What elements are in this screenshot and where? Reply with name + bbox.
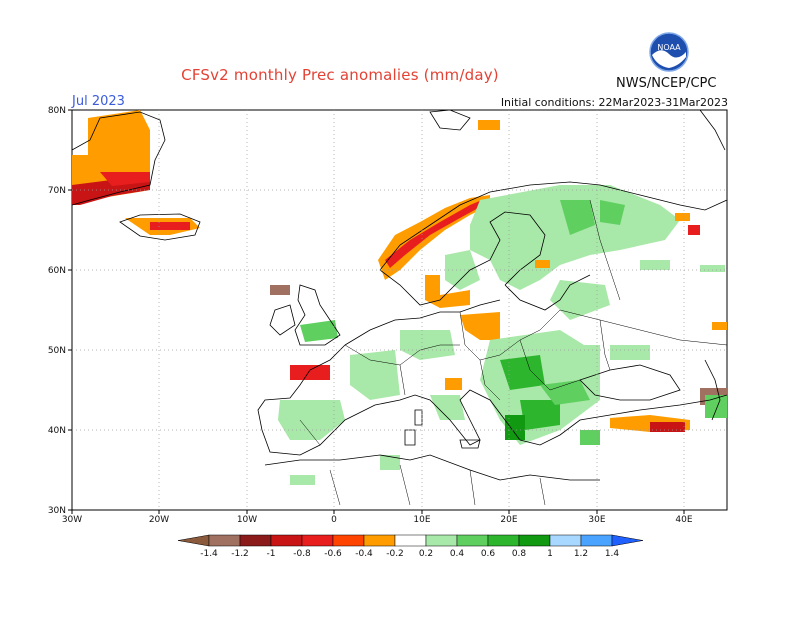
forecast-month: Jul 2023	[72, 94, 125, 109]
logo-text: NOAA	[657, 43, 681, 52]
organization-label: NWS/NCEP/CPC	[616, 76, 717, 91]
lat-label: 40N	[48, 426, 66, 436]
lon-label: 40E	[675, 515, 692, 525]
lat-label: 70N	[48, 186, 66, 196]
colorbar-arrow-high	[611, 534, 644, 547]
lat-label: 30N	[48, 506, 66, 516]
coastlines	[71, 109, 728, 481]
colorbar-label: -1.4	[200, 549, 218, 559]
anomaly-patches	[72, 110, 727, 485]
colorbar-label: 0.4	[450, 549, 465, 559]
colorbar-swatch	[301, 534, 334, 547]
colorbar-label: -0.2	[386, 549, 404, 559]
noaa-logo-icon: NOAA	[649, 32, 689, 72]
lon-label: 30E	[588, 515, 605, 525]
colorbar-swatch	[363, 534, 396, 547]
colorbar-label: -0.4	[355, 549, 373, 559]
colorbar-swatch	[487, 534, 520, 547]
colorbar-label: -1	[267, 549, 276, 559]
lon-label: 20W	[149, 515, 169, 525]
colorbar-swatch	[549, 534, 582, 547]
lon-label: 20E	[500, 515, 517, 525]
colorbar-label: -1.2	[231, 549, 249, 559]
colorbar-label: 1.2	[574, 549, 588, 559]
colorbar-swatch	[456, 534, 489, 547]
colorbar: -1.4 -1.2 -1 -0.8 -0.6 -0.4 -0.2 0.2 0.4 0.6 0.8 1 1…	[177, 534, 644, 559]
colorbar-label: 0.2	[419, 549, 433, 559]
colorbar-swatch	[518, 534, 551, 547]
colorbar-swatch	[270, 534, 303, 547]
axis-ticks	[68, 109, 685, 514]
lon-label: 10W	[237, 515, 257, 525]
colorbar-arrow-low	[177, 534, 210, 547]
colorbar-label: 0.6	[481, 549, 496, 559]
colorbar-label: -0.6	[324, 549, 342, 559]
graticule	[72, 110, 727, 510]
country-borders	[299, 199, 728, 506]
colorbar-swatch	[332, 534, 365, 547]
lat-label: 60N	[48, 266, 66, 276]
colorbar-label: 1.4	[605, 549, 620, 559]
colorbar-label: -0.8	[293, 549, 311, 559]
map-title: CFSv2 monthly Prec anomalies (mm/day)	[181, 66, 499, 84]
map-frame	[71, 109, 728, 511]
latitude-labels: 80N 70N 60N 50N 40N 30N	[48, 106, 66, 516]
longitude-labels: 30W 20W 10W 0 10E 20E 30E 40E	[62, 515, 693, 525]
lon-label: 10E	[413, 515, 430, 525]
colorbar-label: 1	[547, 549, 553, 559]
colorbar-label: 0.8	[512, 549, 527, 559]
lon-label: 30W	[62, 515, 82, 525]
lat-label: 50N	[48, 346, 66, 356]
colorbar-swatch	[580, 534, 613, 547]
colorbar-swatch	[425, 534, 458, 547]
colorbar-swatch	[239, 534, 272, 547]
lat-label: 80N	[48, 106, 66, 116]
colorbar-swatch	[208, 534, 241, 547]
colorbar-swatch	[394, 534, 427, 547]
lon-label: 0	[331, 515, 337, 525]
initial-conditions: Initial conditions: 22Mar2023-31Mar2023	[500, 96, 728, 109]
